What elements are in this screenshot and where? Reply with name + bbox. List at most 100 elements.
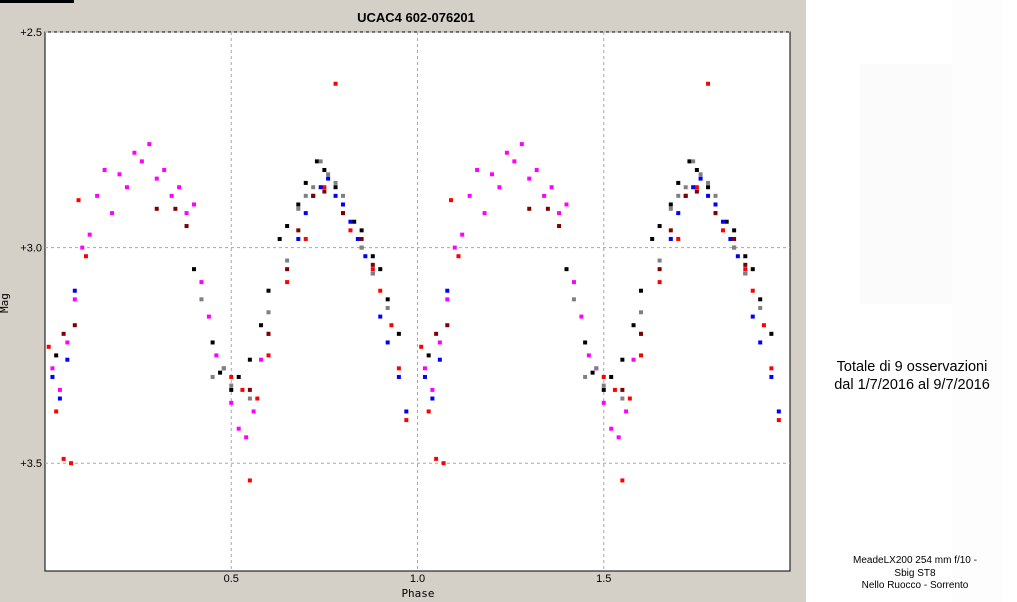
data-point — [102, 167, 107, 172]
data-point — [639, 331, 643, 336]
data-point — [735, 254, 740, 259]
equipment-line-2: Sbig ST8 — [894, 567, 936, 579]
data-point — [564, 267, 569, 272]
data-point — [303, 211, 308, 216]
data-point — [434, 331, 439, 336]
data-point — [50, 366, 55, 371]
data-point — [542, 193, 547, 198]
data-point — [236, 374, 241, 379]
observation-summary: Totale di 9 osservazioni dal 1/7/2016 al… — [812, 358, 1012, 394]
data-point — [359, 236, 364, 241]
data-point — [266, 331, 271, 336]
data-point — [169, 193, 174, 198]
data-point — [482, 211, 487, 216]
data-point — [612, 387, 617, 392]
data-point — [303, 180, 308, 185]
data-point — [240, 387, 245, 392]
data-point — [404, 409, 409, 414]
data-point — [359, 228, 364, 233]
data-point — [534, 167, 539, 172]
data-point — [426, 409, 431, 414]
data-point — [72, 323, 77, 328]
data-point — [385, 297, 390, 302]
data-point — [396, 331, 401, 336]
data-point — [571, 297, 576, 302]
data-point — [687, 159, 692, 164]
data-point — [385, 305, 390, 310]
data-point — [396, 374, 401, 379]
data-point — [396, 366, 401, 371]
data-point — [404, 418, 409, 423]
data-point — [728, 236, 733, 241]
data-point — [210, 374, 215, 379]
data-point — [750, 267, 755, 272]
data-point — [456, 254, 461, 259]
data-point — [639, 288, 643, 293]
data-point — [557, 211, 562, 216]
data-point — [214, 353, 219, 358]
data-point — [460, 232, 465, 237]
data-point — [449, 198, 454, 203]
data-point — [426, 353, 431, 358]
data-point — [311, 185, 316, 190]
data-point — [162, 167, 167, 172]
chart-title: UCAC4 602-076201 — [357, 10, 475, 25]
data-point — [322, 167, 327, 172]
data-point — [657, 280, 662, 285]
data-point — [694, 189, 699, 194]
data-point — [244, 435, 249, 440]
data-point — [333, 81, 338, 86]
grid-lines — [44, 31, 791, 572]
data-point — [557, 224, 562, 229]
data-point — [467, 193, 472, 198]
data-point — [694, 185, 699, 190]
data-point — [583, 340, 588, 345]
data-point — [370, 262, 375, 267]
data-point — [583, 374, 588, 379]
data-point — [639, 353, 643, 358]
data-point — [247, 387, 252, 392]
data-point — [57, 387, 62, 392]
data-point — [713, 193, 718, 198]
data-point — [285, 258, 290, 263]
data-point — [229, 374, 234, 379]
data-point — [259, 357, 264, 362]
data-point — [341, 211, 345, 216]
data-point — [370, 271, 375, 276]
data-point — [218, 370, 223, 375]
data-point — [311, 193, 316, 198]
data-point — [758, 297, 763, 302]
data-point — [601, 387, 606, 392]
data-point — [87, 232, 92, 237]
data-point — [139, 159, 144, 164]
x-axis-label: Phase — [401, 587, 434, 600]
data-point — [61, 456, 66, 461]
data-point — [285, 280, 290, 285]
x-tick-label: 1.0 — [410, 573, 425, 585]
data-point — [579, 314, 584, 319]
data-point — [318, 185, 323, 190]
data-point — [713, 211, 718, 216]
data-point — [590, 370, 595, 375]
data-point — [769, 366, 774, 371]
chart-svg: 0.5 1.0 1.5 +2.5 +3.0 +3.5 UCAC4 602-076201 P… — [0, 10, 791, 600]
data-point — [154, 176, 159, 181]
data-point — [650, 236, 655, 241]
data-point — [359, 245, 364, 250]
data-point — [54, 353, 59, 358]
data-point — [419, 344, 424, 349]
data-point — [430, 396, 435, 401]
data-point — [683, 193, 688, 198]
data-point — [657, 267, 662, 272]
data-point — [445, 323, 450, 328]
data-point — [352, 219, 357, 224]
data-point — [657, 258, 662, 263]
data-point — [512, 159, 517, 164]
data-point — [631, 323, 636, 328]
data-point — [769, 331, 774, 336]
summary-line-2: dal 1/7/2016 al 9/7/2016 — [834, 377, 990, 393]
data-point — [706, 180, 711, 185]
data-point — [341, 202, 345, 207]
data-point — [46, 344, 51, 349]
data-point — [434, 456, 439, 461]
